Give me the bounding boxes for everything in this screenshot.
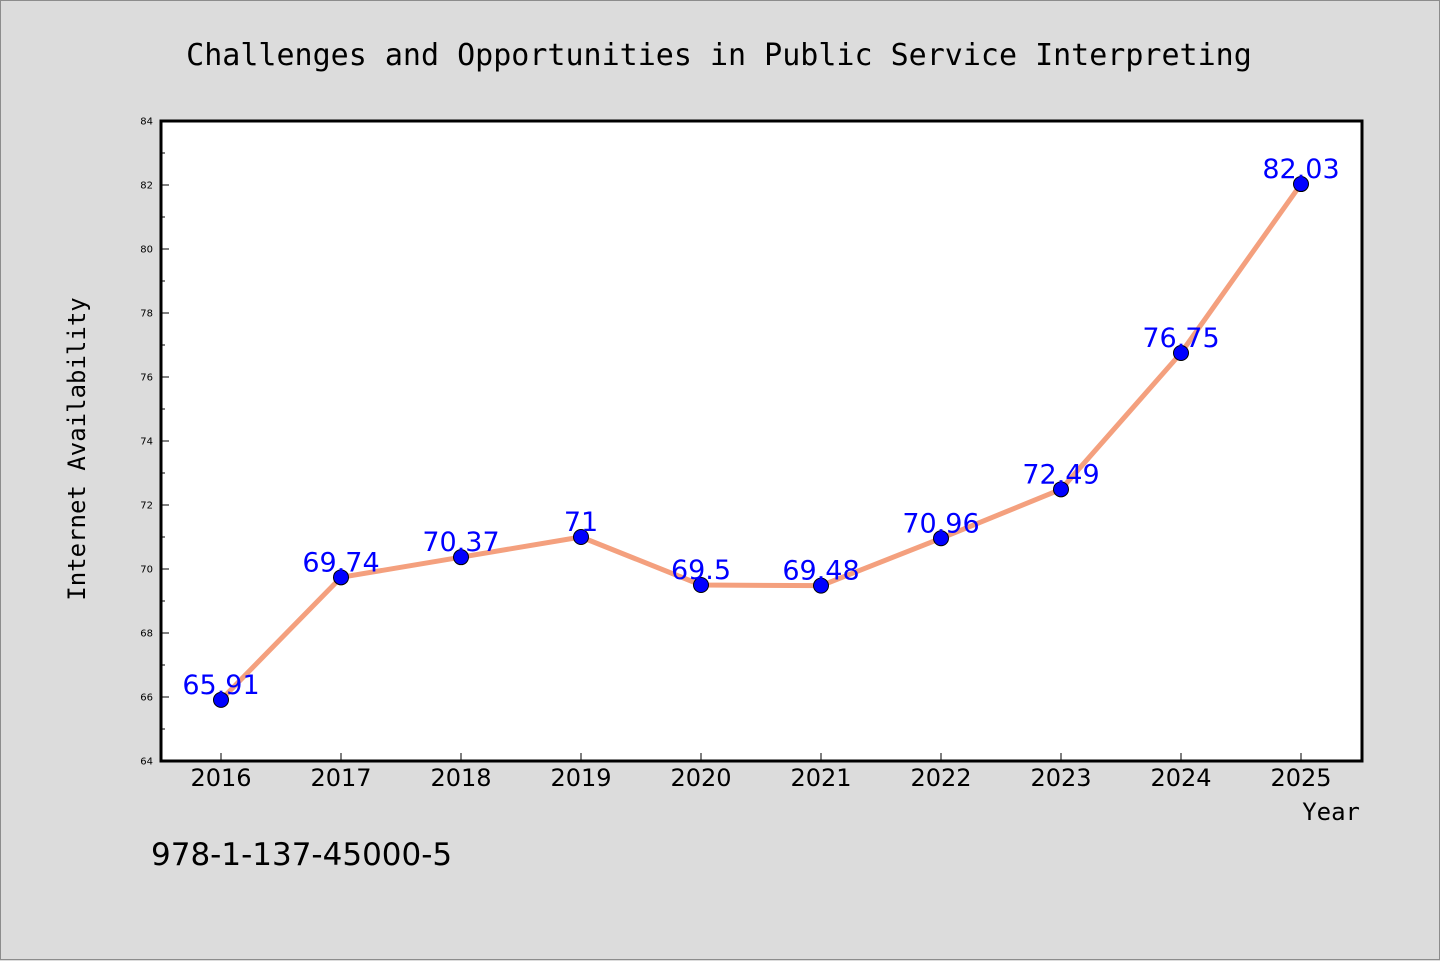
data-point-label: 69.48 <box>782 556 859 587</box>
x-tick-label: 2018 <box>430 764 491 792</box>
x-tick-label: 2024 <box>1150 764 1211 792</box>
data-point-marker <box>1053 481 1069 498</box>
data-point-marker <box>573 529 589 545</box>
data-point-label: 70.37 <box>422 527 499 558</box>
data-point-label: 69.74 <box>302 547 379 578</box>
data-point-marker <box>813 577 829 594</box>
data-point-marker <box>1173 345 1189 361</box>
y-tick-label: 84 <box>140 117 153 128</box>
x-tick-label: 2016 <box>190 764 251 792</box>
data-point-label: 71 <box>564 507 598 538</box>
data-point-label: 76.75 <box>1142 323 1219 354</box>
data-point-marker <box>453 549 469 566</box>
x-tick-label: 2025 <box>1270 764 1331 792</box>
data-point-label: 65.91 <box>182 670 259 701</box>
y-tick-label: 78 <box>140 309 153 320</box>
data-point-label: 69.5 <box>671 555 731 586</box>
x-tick-label: 2022 <box>910 764 971 792</box>
y-tick-label: 82 <box>140 181 153 192</box>
x-axis-ticks: 2016 2017 2018 2019 2020 2021 2022 2023 2024 2025 <box>190 753 1332 792</box>
y-tick-label: 72 <box>140 501 153 512</box>
y-tick-label: 66 <box>140 693 153 704</box>
series-layer: 65.91 69.74 70.37 71 69.5 69.48 70.96 72.49 76.7… <box>182 154 1340 708</box>
y-tick-label: 70 <box>140 565 153 576</box>
data-point-marker <box>933 530 949 547</box>
x-tick-label: 2020 <box>670 764 731 792</box>
data-point-marker <box>1293 176 1309 193</box>
chart-title: Challenges and Opportunities in Public S… <box>186 38 1252 73</box>
isbn-text: 978-1-137-45000-5 <box>151 837 452 873</box>
data-point-marker <box>333 569 349 586</box>
data-point-label: 70.96 <box>902 508 979 539</box>
y-tick-label: 64 <box>140 757 153 768</box>
y-axis-label: Internet Availability <box>63 297 91 600</box>
y-tick-label: 74 <box>140 437 153 448</box>
data-point-label: 82.03 <box>1262 154 1339 185</box>
y-tick-label: 80 <box>140 245 153 256</box>
data-point-marker <box>693 577 709 593</box>
plot-area <box>159 119 1364 763</box>
x-axis-label: Year <box>1302 798 1360 826</box>
y-tick-label: 68 <box>140 629 153 640</box>
x-tick-label: 2019 <box>550 764 611 792</box>
series-line <box>218 181 1304 703</box>
x-tick-label: 2023 <box>1030 764 1091 792</box>
data-point-label: 72.49 <box>1022 459 1099 490</box>
x-tick-label: 2017 <box>310 764 371 792</box>
y-axis-ticks: 64 66 68 70 72 74 76 78 80 82 84 <box>140 117 169 768</box>
data-point-marker <box>213 691 229 708</box>
y-tick-label: 76 <box>140 373 153 384</box>
x-tick-label: 2021 <box>790 764 851 792</box>
